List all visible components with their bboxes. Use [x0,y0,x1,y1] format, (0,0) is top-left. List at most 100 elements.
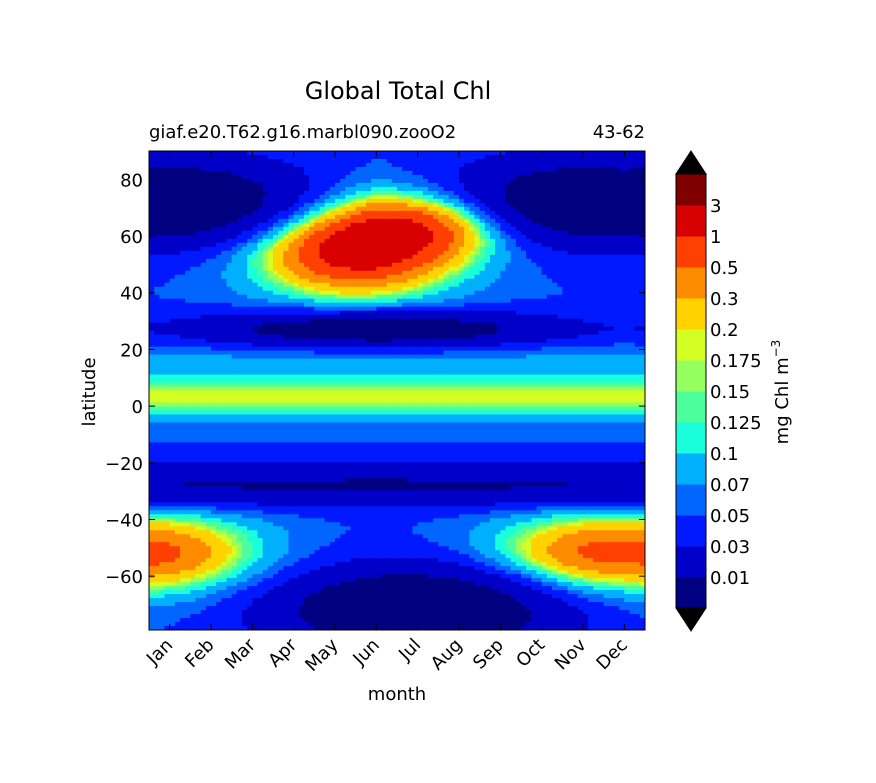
heatmap-cell [169,450,176,455]
heatmap-cell [190,598,197,603]
heatmap-cell [329,526,336,531]
heatmap-cell [164,294,171,300]
heatmap-cell [257,166,264,172]
heatmap-cell [200,298,207,304]
heatmap-cell [293,278,300,284]
heatmap-cell [180,562,186,567]
heatmap-cell [309,202,315,208]
heatmap-cell [329,362,336,368]
heatmap-cell [288,302,295,308]
heatmap-cell [205,434,212,439]
heatmap-cell [309,426,315,432]
heatmap-cell [159,410,166,416]
heatmap-cell [283,254,290,260]
heatmap-cell [195,538,202,543]
heatmap-cell [309,382,315,388]
heatmap-cell [298,618,305,623]
heatmap-cell [335,526,341,531]
heatmap-cell [169,458,176,463]
heatmap-cell [360,262,367,268]
heatmap-cell [200,386,207,392]
heatmap-cell [257,178,264,184]
heatmap-cell [324,614,331,619]
heatmap-cell [236,494,243,499]
heatmap-cell [257,378,264,384]
heatmap-cell [242,594,248,599]
heatmap-cell [231,394,238,400]
heatmap-cell [159,246,166,252]
heatmap-cell [205,494,212,499]
heatmap-cell [205,430,212,436]
heatmap-cell [190,294,197,300]
heatmap-cell [200,266,207,272]
heatmap-cell [298,178,305,184]
heatmap-cell [159,546,166,551]
heatmap-cell [298,206,305,212]
heatmap-cell [185,262,191,268]
heatmap-cell [185,410,191,416]
heatmap-cell [231,354,238,360]
heatmap-cell [273,470,279,475]
heatmap-cell [350,470,357,475]
heatmap-cell [319,290,326,296]
heatmap-cell [335,246,341,252]
heatmap-cell [174,154,181,160]
heatmap-cell [355,318,362,324]
heatmap-cell [159,254,166,260]
heatmap-cell [345,466,352,471]
heatmap-cell [221,578,228,583]
heatmap-cell [211,330,217,336]
heatmap-cell [309,302,315,308]
heatmap-cell [200,426,207,432]
heatmap-cell [242,602,248,607]
heatmap-cell [211,462,217,467]
heatmap-cell [278,610,284,615]
heatmap-cell [350,210,357,216]
heatmap-cell [200,502,207,507]
heatmap-cell [236,374,243,380]
heatmap-cell [304,554,310,559]
heatmap-cell [180,326,186,332]
heatmap-cell [247,202,253,208]
heatmap-cell [257,606,264,611]
heatmap-cell [252,562,259,567]
heatmap-cell [329,594,336,599]
heatmap-cell [360,286,367,292]
heatmap-cell [231,270,238,276]
heatmap-cell [226,446,233,451]
heatmap-cell [205,298,212,304]
heatmap-cell [293,562,300,567]
heatmap-cell [298,510,305,515]
heatmap-cell [350,254,357,260]
heatmap-cell [154,562,160,567]
heatmap-cell [350,178,357,184]
heatmap-cell [211,154,217,160]
heatmap-cell [257,482,264,487]
heatmap-cell [335,438,341,443]
heatmap-cell [288,562,295,567]
heatmap-cell [174,626,181,630]
heatmap-cell [154,426,160,432]
heatmap-cell [236,562,243,567]
heatmap-cell [200,198,207,204]
heatmap-cell [293,466,300,471]
heatmap-cell [221,466,228,471]
heatmap-cell [319,570,326,575]
heatmap-cell [267,226,274,232]
heatmap-cell [252,626,259,630]
heatmap-cell [195,454,202,459]
heatmap-cell [231,562,238,567]
heatmap-cell [236,158,243,164]
heatmap-cell [355,246,362,252]
heatmap-cell [185,330,191,336]
heatmap-cell [293,442,300,447]
heatmap-cell [273,614,279,619]
heatmap-cell [185,174,191,180]
heatmap-cell [360,330,367,336]
heatmap-cell [180,506,186,511]
heatmap-cell [304,290,310,296]
heatmap-cell [164,534,171,539]
heatmap-cell [226,530,233,535]
heatmap-cell [242,470,248,475]
heatmap-cell [319,302,326,308]
